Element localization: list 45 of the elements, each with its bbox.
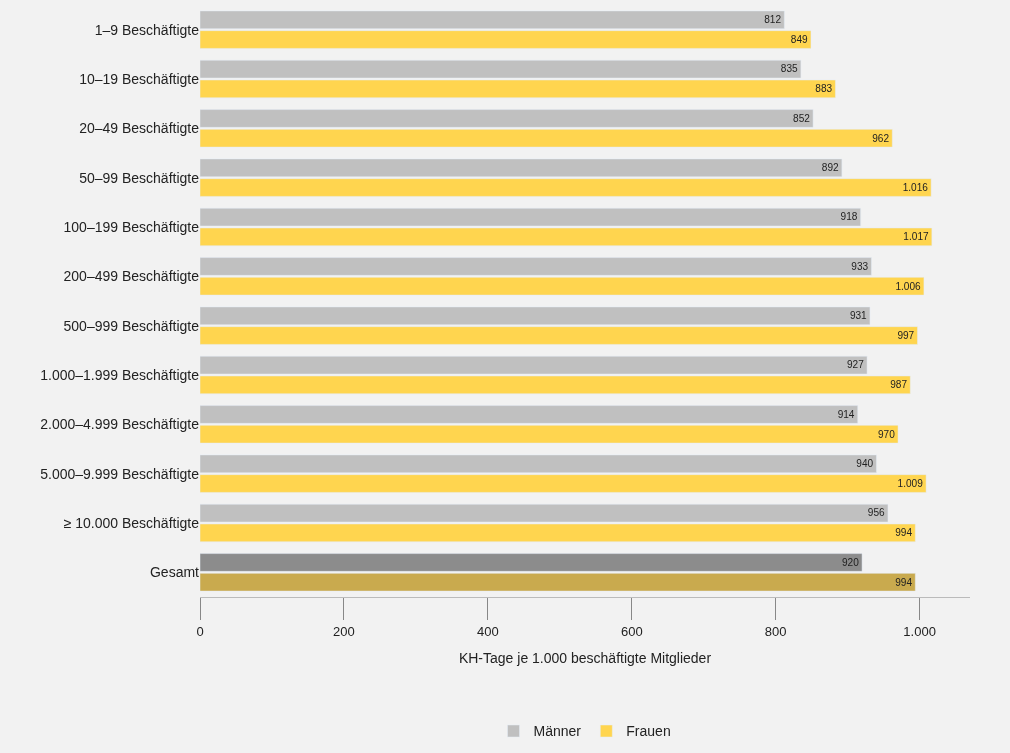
y-tick-label: 2.000–4.999 Beschäftigte <box>40 416 200 433</box>
data-label: 812 <box>764 14 782 26</box>
data-label: 849 <box>790 33 809 45</box>
y-tick-label: 200–499 Beschäftigte <box>63 268 200 285</box>
data-label: 1.017 <box>903 231 929 243</box>
data-label: 920 <box>841 556 860 568</box>
data-label: 1.016 <box>902 181 929 193</box>
x-tick-label: 1.000 <box>903 623 936 639</box>
data-label: 1.006 <box>895 280 922 292</box>
legend-label: Frauen <box>626 723 671 740</box>
y-tick-label: 20–49 Beschäftigte <box>79 120 200 137</box>
y-tick-label: 1–9 Beschäftigte <box>94 21 200 38</box>
data-label: 933 <box>851 260 869 272</box>
data-label: 956 <box>867 507 886 519</box>
data-label: 931 <box>849 310 868 322</box>
data-label: 892 <box>821 162 840 174</box>
legend-label: Männer <box>533 723 582 740</box>
y-tick-label: 10–19 Beschäftigte <box>79 70 200 87</box>
data-label: 883 <box>815 83 833 95</box>
data-label: 940 <box>856 458 874 470</box>
data-label: 994 <box>895 576 913 588</box>
data-label: 927 <box>847 359 865 371</box>
data-label: 962 <box>872 132 890 144</box>
data-label: 835 <box>780 63 799 75</box>
y-tick-label: 1.000–1.999 Beschäftigte <box>40 366 200 383</box>
data-label: 987 <box>890 379 908 391</box>
x-tick-label: 800 <box>764 623 787 639</box>
y-tick-label: 50–99 Beschäftigte <box>79 169 200 186</box>
data-label: 997 <box>897 329 915 341</box>
y-tick-label: 500–999 Beschäftigte <box>63 317 200 334</box>
data-label: 914 <box>837 408 855 420</box>
x-tick-label: 0 <box>196 623 204 639</box>
y-tick-label: 5.000–9.999 Beschäftigte <box>40 465 200 482</box>
x-tick-label: 200 <box>333 623 355 639</box>
y-tick-label: ≥ 10.000 Beschäftigte <box>63 514 200 531</box>
y-tick-label: 100–199 Beschäftigte <box>63 218 200 235</box>
data-label: 994 <box>895 527 913 539</box>
data-label: 1.009 <box>897 477 924 489</box>
y-tick-label: Gesamt <box>149 564 200 581</box>
data-label: 852 <box>793 112 811 124</box>
data-label: 970 <box>877 428 896 440</box>
x-tick-label: 600 <box>620 623 643 639</box>
x-axis-title: KH-Tage je 1.000 beschäftigte Mitglieder <box>458 649 712 666</box>
data-label: 918 <box>840 211 858 223</box>
x-tick-label: 400 <box>477 623 499 639</box>
